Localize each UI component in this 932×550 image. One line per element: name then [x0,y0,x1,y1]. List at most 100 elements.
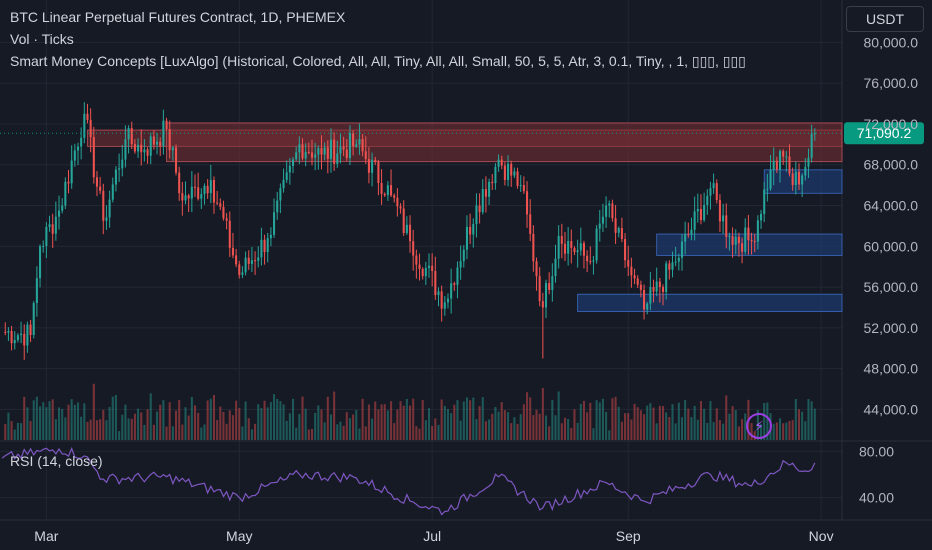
volume-bar [162,400,165,440]
candle-body [64,181,67,206]
candle-body [146,149,149,156]
volume-bar [696,419,699,440]
lightning-icon[interactable]: ⚡ [746,413,772,439]
candle-body [579,243,582,251]
candle-body [143,149,146,153]
volume-bar [737,426,740,440]
volume-bar [285,420,288,440]
candle-body [130,128,133,145]
volume-bar [102,409,105,440]
time-axis-tick: Mar [34,528,58,544]
candle-body [462,249,465,262]
candles [4,102,816,360]
volume-bar [228,410,231,440]
volume-bar [345,412,348,440]
last-price-badge [844,122,924,145]
candle-body [355,144,358,147]
candle-body [35,278,38,304]
volume-bar [668,417,671,440]
volume-bar [405,398,408,440]
candle-body [500,159,503,166]
volume-bar [652,407,655,440]
volume-bar [203,424,206,440]
candle-body [573,247,576,253]
candle-body [367,159,370,173]
volume-bar [254,423,257,440]
candle-body [592,260,595,262]
candle-body [741,243,744,252]
candle-body [206,185,209,194]
volume-bar [459,420,462,440]
volume-bar [431,426,434,440]
candle-body [696,208,699,212]
candle-body [279,188,282,201]
volume-bar [149,393,152,440]
candle-body [216,202,219,204]
volume-bar [7,412,10,440]
volume-bar [693,405,696,440]
candle-body [20,333,23,336]
volume-bar [304,408,307,440]
candle-body [137,144,140,152]
candle-body [336,153,339,164]
candle-body [320,148,323,155]
candle-body [760,213,763,221]
candle-body [465,226,468,250]
volume-bar [785,422,788,440]
candle-body [67,181,70,184]
candle-body [399,206,402,209]
volume-bar [326,396,329,440]
candle-body [165,120,168,130]
volume-bar [266,407,269,440]
volume-bar [238,408,241,440]
candle-body [674,261,677,263]
candle-body [187,195,190,199]
volume-bar [380,404,383,440]
volume-bar [614,396,617,440]
volume-bar [358,428,361,440]
candle-body [801,175,804,185]
candle-body [51,224,54,234]
candle-body [636,278,639,285]
volume-bar [206,400,209,440]
volume-bar [807,398,810,440]
candle-body [624,238,627,261]
candle-body [680,241,684,258]
volume-bar [212,395,215,440]
candle-body [178,172,181,194]
candle-body [560,236,563,244]
candle-body [10,331,13,344]
volume-bar [573,409,576,440]
candle-body [627,260,630,267]
candle-body [598,223,601,229]
candle-body [665,263,668,293]
candle-body [582,243,585,256]
currency-button[interactable]: USDT [846,6,924,32]
volume-bar [507,412,510,440]
volume-bar [643,414,646,440]
volume-bar [630,419,633,440]
volume-bar [146,409,149,440]
rsi-legend: RSI (14, close) [10,453,103,469]
candle-body [421,268,424,277]
candle-body [364,151,367,160]
volume-bar [383,404,386,440]
volume-bar [295,427,298,440]
candle-body [706,195,709,205]
candle-body [16,335,19,341]
volume-bar [617,406,620,440]
volume-bar [222,411,225,440]
candle-body [415,255,418,265]
candle-body [677,257,680,262]
volume-bar [560,423,563,440]
candle-body [453,283,456,285]
volume-bar [168,402,171,440]
volume-bar [522,404,525,440]
candle-body [190,186,193,199]
candle-body [181,193,184,201]
candle-body [475,205,478,225]
volume-bar [519,414,522,440]
candle-body [390,185,393,196]
volume-bar [336,424,339,440]
